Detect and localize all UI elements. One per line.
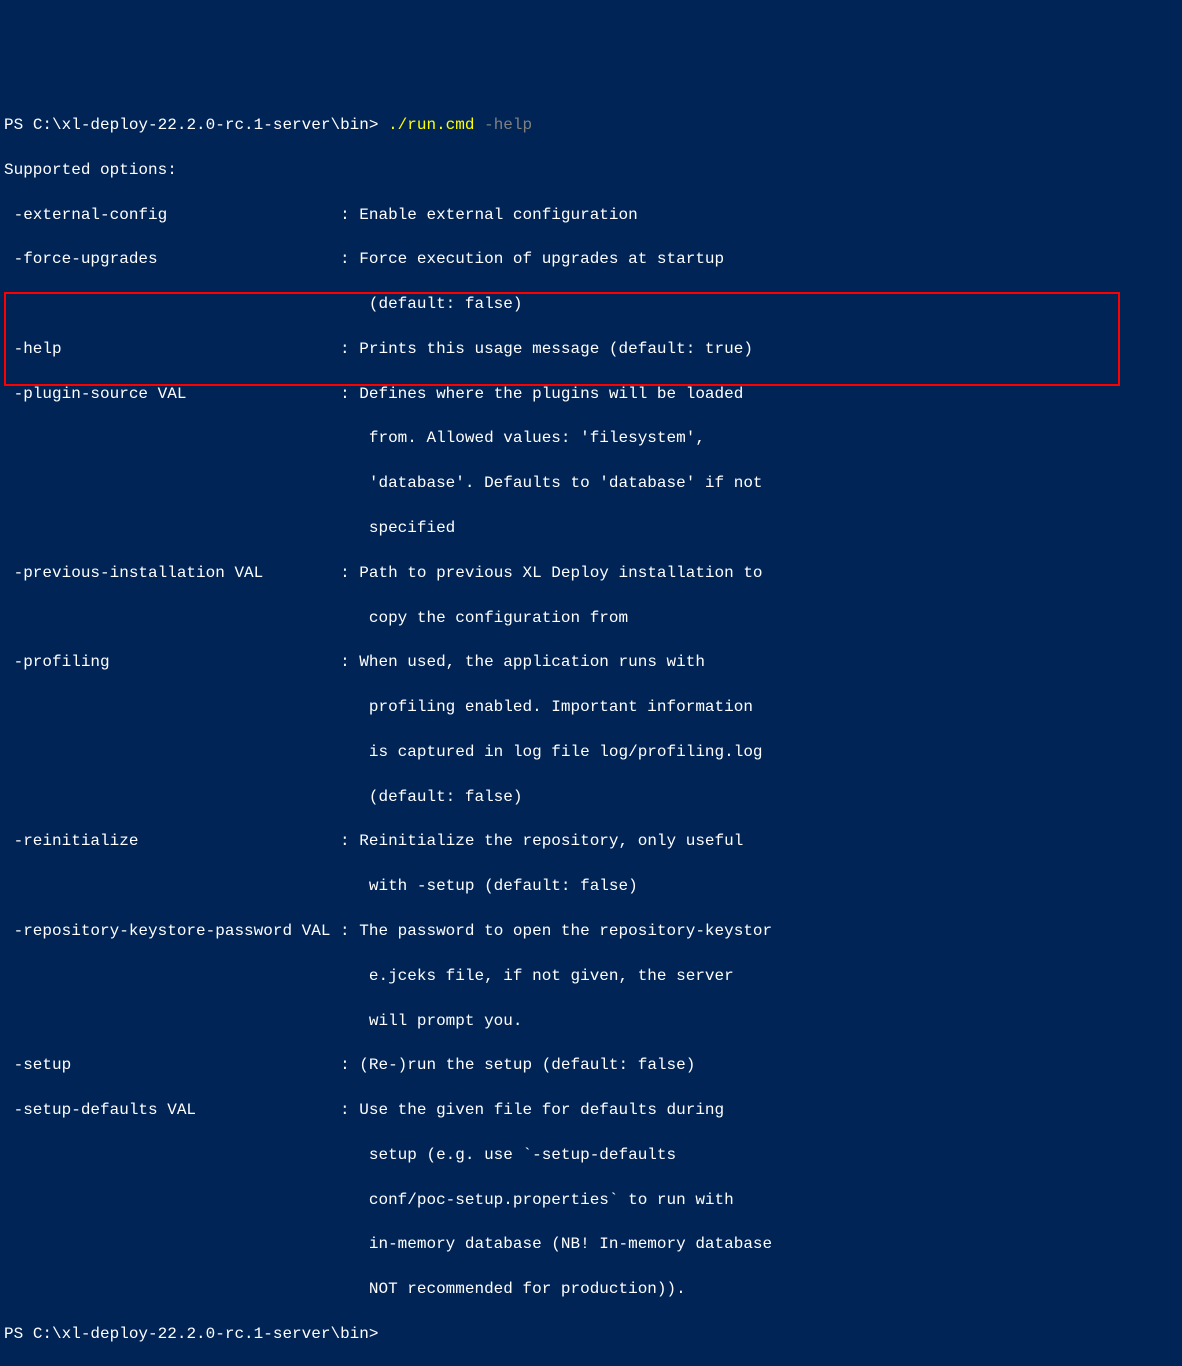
option-desc: (default: false) <box>369 788 523 806</box>
option-name: -profiling <box>4 653 110 671</box>
option-reinitialize-cont: with -setup (default: false) <box>4 875 1178 897</box>
terminal-output: PS C:\xl-deploy-22.2.0-rc.1-server\bin> … <box>0 90 1182 1366</box>
option-desc: (Re-)run the setup (default: false) <box>359 1056 695 1074</box>
option-repository-keystore-password-cont2: will prompt you. <box>4 1010 1178 1032</box>
option-name: -setup-defaults VAL <box>4 1101 196 1119</box>
option-desc: copy the configuration from <box>369 609 628 627</box>
prompt-path: C:\xl-deploy-22.2.0-rc.1-server\bin> <box>33 116 379 134</box>
option-previous-installation-cont: copy the configuration from <box>4 607 1178 629</box>
option-name: -force-upgrades <box>4 250 158 268</box>
option-name: -plugin-source VAL <box>4 385 186 403</box>
option-desc: setup (e.g. use `-setup-defaults <box>369 1146 676 1164</box>
option-setup-defaults-cont2: conf/poc-setup.properties` to run with <box>4 1189 1178 1211</box>
option-desc: is captured in log file log/profiling.lo… <box>369 743 763 761</box>
option-reinitialize: -reinitialize : Reinitialize the reposit… <box>4 830 1178 852</box>
option-force-upgrades: -force-upgrades : Force execution of upg… <box>4 248 1178 270</box>
option-plugin-source-cont3: specified <box>4 517 1178 539</box>
option-desc: 'database'. Defaults to 'database' if no… <box>369 474 763 492</box>
option-repository-keystore-password-cont1: e.jceks file, if not given, the server <box>4 965 1178 987</box>
supported-options-header: Supported options: <box>4 159 1178 181</box>
option-desc: Path to previous XL Deploy installation … <box>359 564 762 582</box>
option-plugin-source-cont1: from. Allowed values: 'filesystem', <box>4 427 1178 449</box>
option-plugin-source-cont2: 'database'. Defaults to 'database' if no… <box>4 472 1178 494</box>
option-desc: with -setup (default: false) <box>369 877 638 895</box>
prompt-line-2[interactable]: PS C:\xl-deploy-22.2.0-rc.1-server\bin> <box>4 1323 1178 1345</box>
option-desc: specified <box>369 519 455 537</box>
option-desc: NOT recommended for production)). <box>369 1280 686 1298</box>
option-desc: conf/poc-setup.properties` to run with <box>369 1191 734 1209</box>
option-name: -external-config <box>4 206 167 224</box>
option-desc: When used, the application runs with <box>359 653 705 671</box>
option-setup-defaults: -setup-defaults VAL : Use the given file… <box>4 1099 1178 1121</box>
option-desc: The password to open the repository-keys… <box>359 922 772 940</box>
option-name: -help <box>4 340 62 358</box>
option-desc: Use the given file for defaults during <box>359 1101 724 1119</box>
option-setup: -setup : (Re-)run the setup (default: fa… <box>4 1054 1178 1076</box>
option-desc: e.jceks file, if not given, the server <box>369 967 734 985</box>
option-desc: will prompt you. <box>369 1012 523 1030</box>
option-profiling-cont2: is captured in log file log/profiling.lo… <box>4 741 1178 763</box>
option-help: -help : Prints this usage message (defau… <box>4 338 1178 360</box>
option-name: -reinitialize <box>4 832 138 850</box>
prompt-path: C:\xl-deploy-22.2.0-rc.1-server\bin> <box>33 1325 379 1343</box>
option-force-upgrades-cont: (default: false) <box>4 293 1178 315</box>
option-setup-defaults-cont4: NOT recommended for production)). <box>4 1278 1178 1300</box>
option-desc: in-memory database (NB! In-memory databa… <box>369 1235 772 1253</box>
option-external-config: -external-config : Enable external confi… <box>4 204 1178 226</box>
option-desc: Prints this usage message (default: true… <box>359 340 753 358</box>
option-desc: from. Allowed values: 'filesystem', <box>369 429 705 447</box>
option-profiling-cont3: (default: false) <box>4 786 1178 808</box>
command-text: ./run.cmd <box>378 116 474 134</box>
option-desc: Enable external configuration <box>359 206 637 224</box>
option-name: -previous-installation VAL <box>4 564 263 582</box>
option-profiling-cont1: profiling enabled. Important information <box>4 696 1178 718</box>
option-previous-installation: -previous-installation VAL : Path to pre… <box>4 562 1178 584</box>
ps-prefix: PS <box>4 1325 33 1343</box>
option-setup-defaults-cont1: setup (e.g. use `-setup-defaults <box>4 1144 1178 1166</box>
option-desc: Defines where the plugins will be loaded <box>359 385 743 403</box>
option-profiling: -profiling : When used, the application … <box>4 651 1178 673</box>
option-desc: Reinitialize the repository, only useful <box>359 832 743 850</box>
command-arg: -help <box>474 116 532 134</box>
option-setup-defaults-cont3: in-memory database (NB! In-memory databa… <box>4 1233 1178 1255</box>
option-name: -setup <box>4 1056 71 1074</box>
option-desc: (default: false) <box>369 295 523 313</box>
prompt-line-1: PS C:\xl-deploy-22.2.0-rc.1-server\bin> … <box>4 114 1178 136</box>
option-desc: Force execution of upgrades at startup <box>359 250 724 268</box>
option-repository-keystore-password: -repository-keystore-password VAL : The … <box>4 920 1178 942</box>
option-name: -repository-keystore-password VAL <box>4 922 330 940</box>
ps-prefix: PS <box>4 116 33 134</box>
option-desc: profiling enabled. Important information <box>369 698 753 716</box>
option-plugin-source: -plugin-source VAL : Defines where the p… <box>4 383 1178 405</box>
